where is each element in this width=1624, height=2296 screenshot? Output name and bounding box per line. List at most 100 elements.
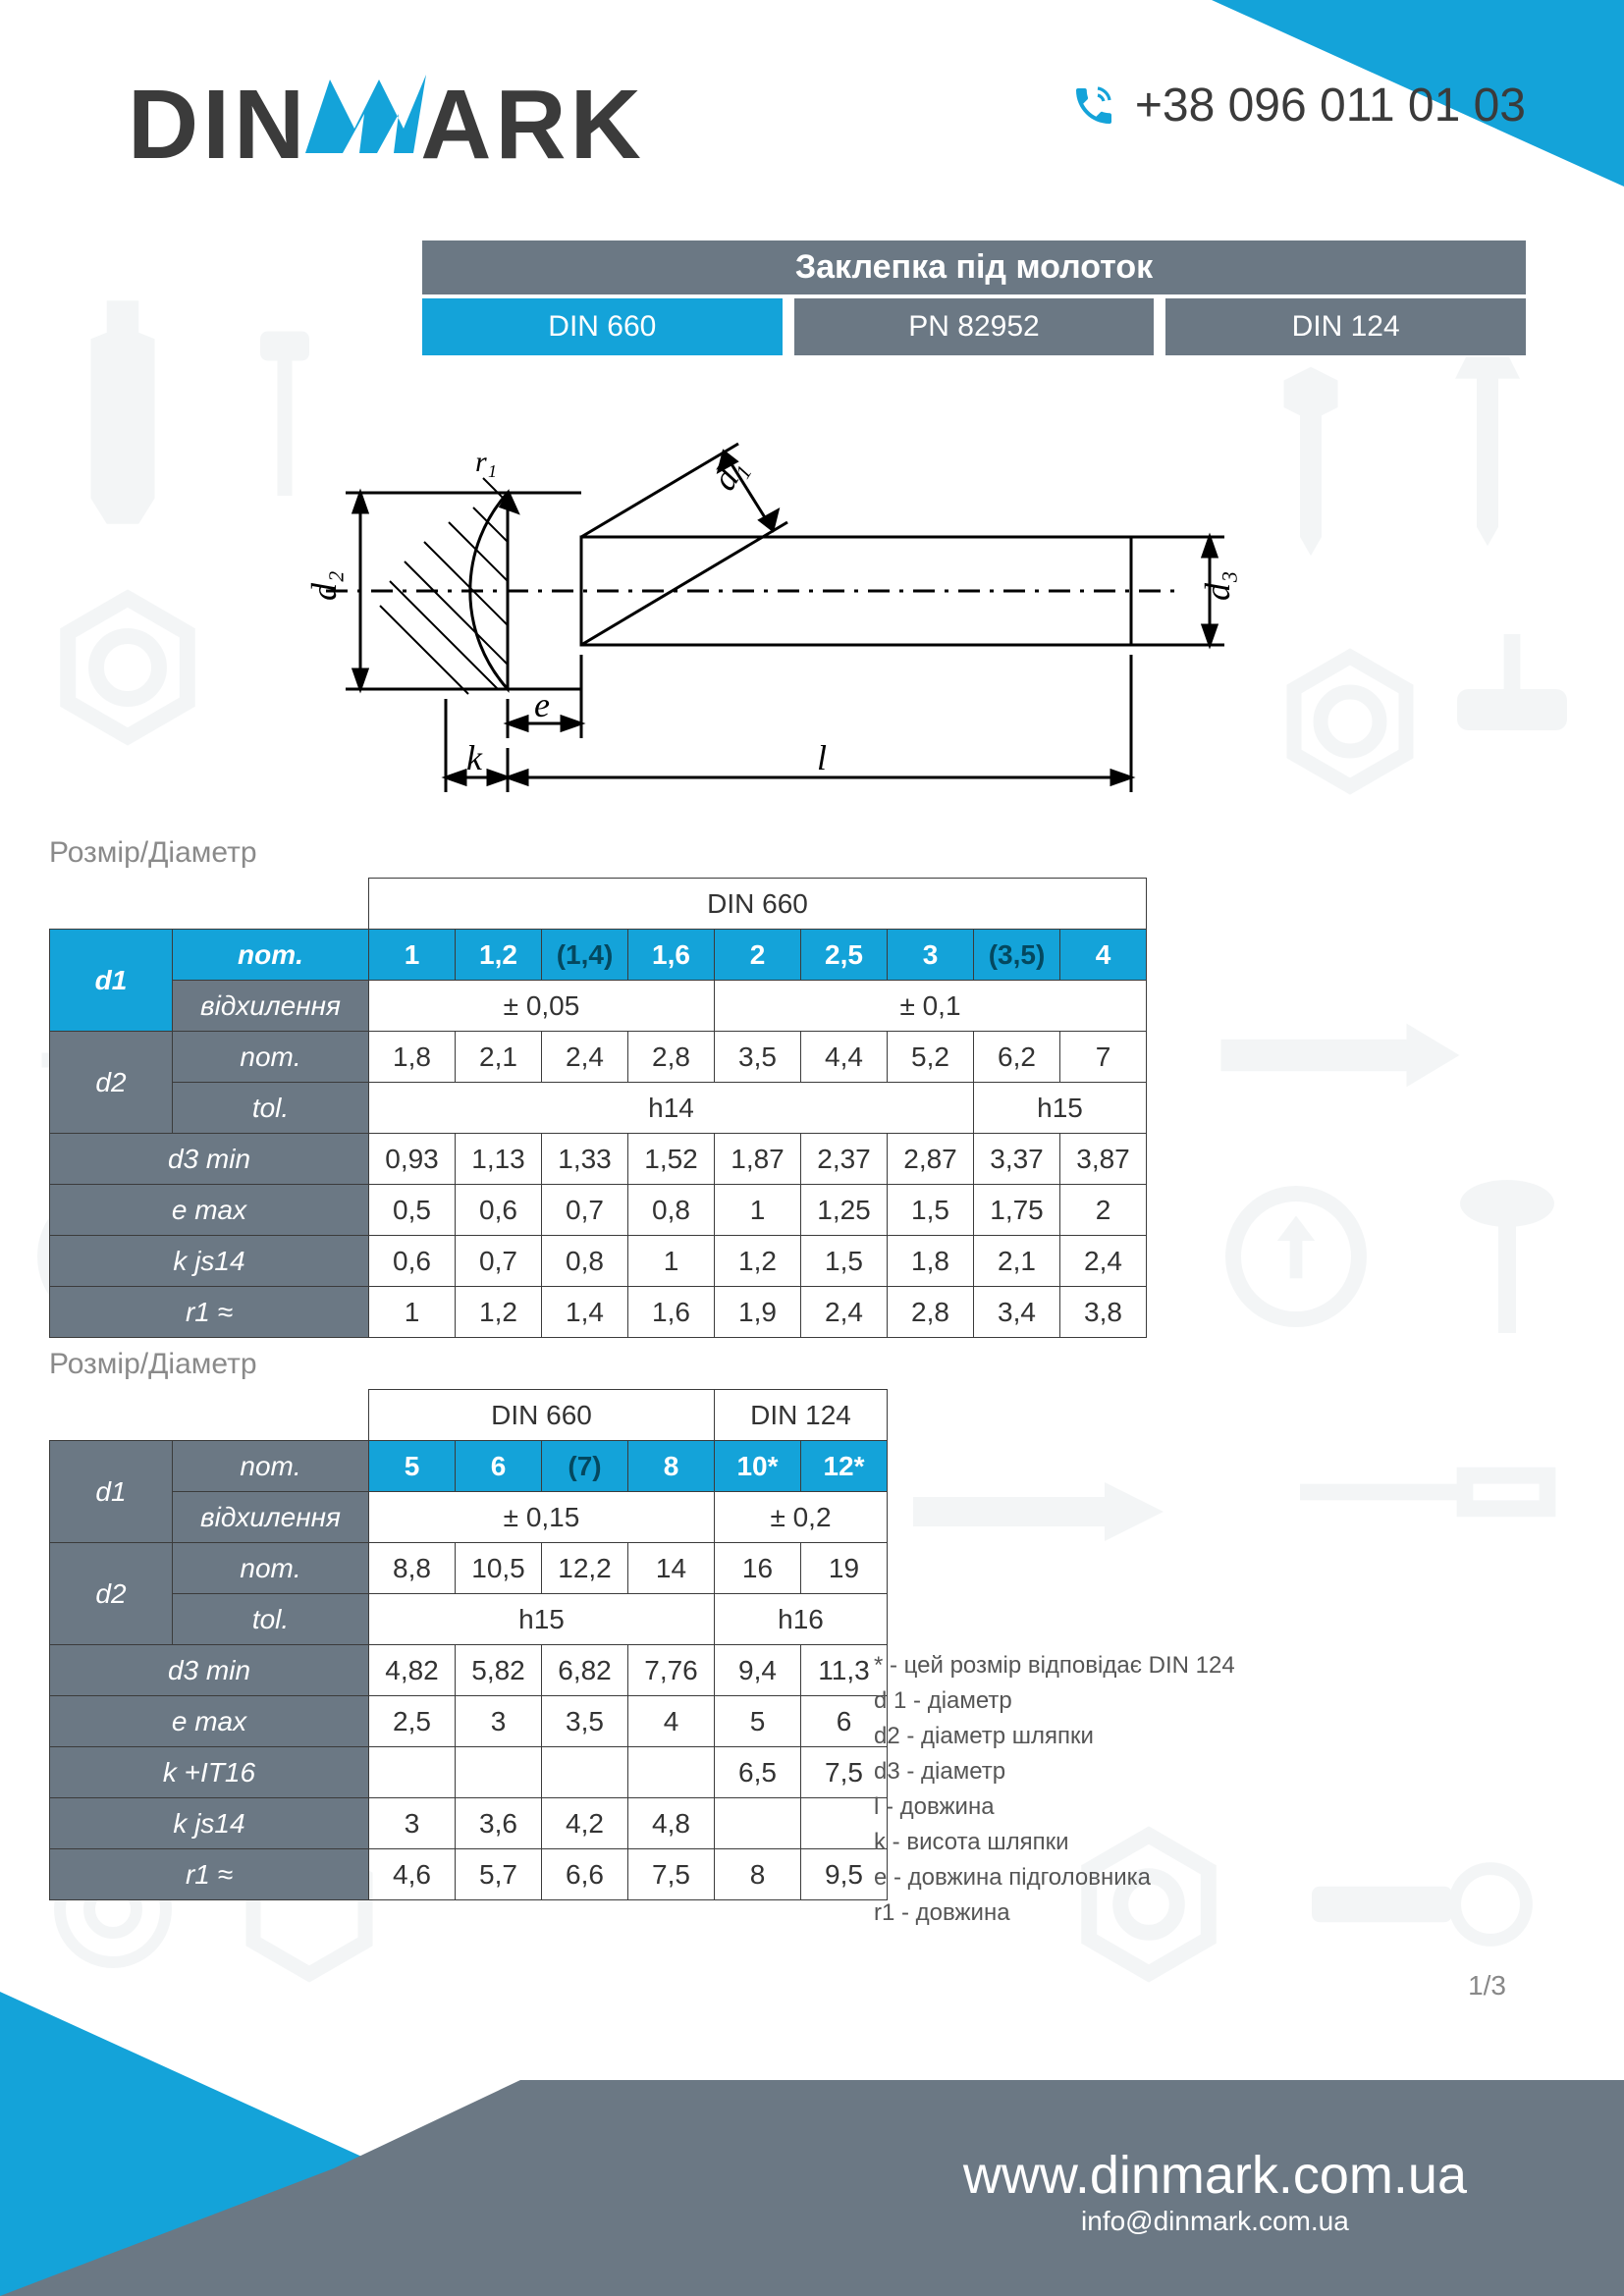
logo-pre: DIN xyxy=(128,69,308,182)
data-cell: 19 xyxy=(801,1543,888,1594)
data-cell: 14 xyxy=(628,1543,715,1594)
data-cell: 1 xyxy=(715,1185,801,1236)
tbl2-tol-label: tol. xyxy=(173,1594,369,1645)
data-cell: 0,6 xyxy=(456,1185,542,1236)
footer-url-text: www.dinmark.com.ua xyxy=(963,2145,1467,2206)
data-cell: 7 xyxy=(1060,1032,1147,1083)
data-cell: 2,1 xyxy=(456,1032,542,1083)
data-cell: 2,8 xyxy=(888,1287,974,1338)
data-cell: 2,4 xyxy=(801,1287,888,1338)
data-cell: 2,87 xyxy=(888,1134,974,1185)
data-cell: 3,5 xyxy=(715,1032,801,1083)
tbl2-header-span: DIN 660 xyxy=(369,1390,715,1441)
data-cell: 1,8 xyxy=(888,1236,974,1287)
std-cell-1: PN 82952 xyxy=(794,298,1155,355)
data-cell: 4,2 xyxy=(542,1798,628,1849)
data-cell: 1,2 xyxy=(456,930,542,981)
standards-row: DIN 660 PN 82952 DIN 124 xyxy=(422,298,1526,355)
data-cell: 1,33 xyxy=(542,1134,628,1185)
data-cell: h15 xyxy=(369,1594,715,1645)
data-cell: 1,2 xyxy=(715,1236,801,1287)
data-cell: 7,5 xyxy=(628,1849,715,1900)
data-cell: 2,8 xyxy=(628,1032,715,1083)
data-cell: ± 0,15 xyxy=(369,1492,715,1543)
data-cell: 0,6 xyxy=(369,1236,456,1287)
svg-text:d₃: d₃ xyxy=(1198,570,1237,601)
row-label: d3 min xyxy=(50,1134,369,1185)
logo-post: ARK xyxy=(420,69,645,182)
tbl1-d1-label: d1 xyxy=(50,930,173,1032)
legend-block: * - цей розмір відповідає DIN 124d 1 - д… xyxy=(874,1648,1235,1931)
data-cell: 1,25 xyxy=(801,1185,888,1236)
tbl2-d1-label: d1 xyxy=(50,1441,173,1543)
data-cell: 10* xyxy=(715,1441,801,1492)
data-cell: 5,82 xyxy=(456,1645,542,1696)
data-cell: (3,5) xyxy=(974,930,1060,981)
data-cell: 3 xyxy=(888,930,974,981)
page-number: 1/3 xyxy=(1468,1970,1506,2002)
svg-text:d₁: d₁ xyxy=(704,451,753,497)
data-cell: 1,75 xyxy=(974,1185,1060,1236)
row-label: r1 ≈ xyxy=(50,1287,369,1338)
data-cell: 1,5 xyxy=(801,1236,888,1287)
data-cell: ± 0,1 xyxy=(715,981,1147,1032)
data-cell: (7) xyxy=(542,1441,628,1492)
data-cell: 3 xyxy=(456,1696,542,1747)
data-cell: 3,37 xyxy=(974,1134,1060,1185)
dimension-table-1: DIN 660 d1 nom. 11,2(1,4)1,622,53(3,5)4 … xyxy=(49,878,1147,1338)
tbl1-dev-label: відхилення xyxy=(173,981,369,1032)
dimension-table-2: DIN 660DIN 124d1nom.56(7)810*12*відхилен… xyxy=(49,1389,888,1900)
legend-line: k - висота шляпки xyxy=(874,1825,1235,1860)
row-label: e max xyxy=(50,1696,369,1747)
data-cell: 2,5 xyxy=(369,1696,456,1747)
data-cell: 7,76 xyxy=(628,1645,715,1696)
data-cell: 1 xyxy=(369,930,456,981)
data-cell xyxy=(628,1747,715,1798)
data-cell: 3,87 xyxy=(1060,1134,1147,1185)
data-cell: 6,5 xyxy=(715,1747,801,1798)
legend-line: d2 - діаметр шляпки xyxy=(874,1719,1235,1754)
data-cell: 5,2 xyxy=(888,1032,974,1083)
data-cell: 2,5 xyxy=(801,930,888,981)
data-cell: 1,8 xyxy=(369,1032,456,1083)
phone-icon xyxy=(1070,82,1117,130)
data-cell xyxy=(369,1747,456,1798)
svg-text:k: k xyxy=(466,738,483,777)
data-cell: 1,9 xyxy=(715,1287,801,1338)
row-label: r1 ≈ xyxy=(50,1849,369,1900)
row-label: d3 min xyxy=(50,1645,369,1696)
data-cell: 8,8 xyxy=(369,1543,456,1594)
data-cell: 1,13 xyxy=(456,1134,542,1185)
data-cell: 6 xyxy=(456,1441,542,1492)
data-cell: 12,2 xyxy=(542,1543,628,1594)
tbl2-nom-label-2: nom. xyxy=(173,1543,369,1594)
data-cell: 4 xyxy=(1060,930,1147,981)
data-cell: 5 xyxy=(369,1441,456,1492)
data-cell xyxy=(715,1798,801,1849)
data-cell: 1 xyxy=(628,1236,715,1287)
phone-text: +38 096 011 01 03 xyxy=(1135,79,1526,133)
data-cell xyxy=(456,1747,542,1798)
data-cell: 4 xyxy=(628,1696,715,1747)
std-cell-2: DIN 124 xyxy=(1165,298,1526,355)
data-cell: 0,8 xyxy=(542,1236,628,1287)
data-cell: 4,82 xyxy=(369,1645,456,1696)
data-cell: 3,5 xyxy=(542,1696,628,1747)
legend-line: r1 - довжина xyxy=(874,1896,1235,1931)
tbl1-d2-label: d2 xyxy=(50,1032,173,1134)
data-cell: 0,7 xyxy=(456,1236,542,1287)
section-label-2: Розмір/Діаметр xyxy=(49,1348,1624,1381)
data-cell: 1 xyxy=(369,1287,456,1338)
data-cell: 16 xyxy=(715,1543,801,1594)
data-cell: 3,6 xyxy=(456,1798,542,1849)
rivet-diagram: d₂ d₁ d₃ e k l r₁ xyxy=(285,404,1271,797)
tbl2-nom-label: nom. xyxy=(173,1441,369,1492)
data-cell: 9,4 xyxy=(715,1645,801,1696)
footer-contact: www.dinmark.com.ua info@dinmark.com.ua xyxy=(963,2145,1467,2237)
logo-m-icon xyxy=(300,70,428,163)
tbl2-d2-label: d2 xyxy=(50,1543,173,1645)
data-cell: 6,6 xyxy=(542,1849,628,1900)
section-label-1: Розмір/Діаметр xyxy=(49,836,1624,870)
data-cell: 2,37 xyxy=(801,1134,888,1185)
row-label: k js14 xyxy=(50,1798,369,1849)
